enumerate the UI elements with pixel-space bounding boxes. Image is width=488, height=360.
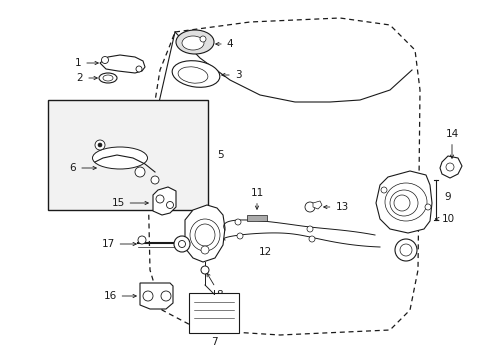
Ellipse shape [182,36,203,50]
Text: 6: 6 [70,163,96,173]
Circle shape [135,167,145,177]
Circle shape [308,236,314,242]
Circle shape [200,36,205,42]
Ellipse shape [389,190,417,216]
Ellipse shape [394,239,416,261]
Text: 14: 14 [445,129,458,158]
Ellipse shape [195,224,215,246]
Polygon shape [100,55,145,73]
Text: 17: 17 [101,239,136,249]
Polygon shape [312,201,321,209]
Text: 13: 13 [323,202,348,212]
Polygon shape [439,156,461,178]
Circle shape [138,236,146,244]
Circle shape [424,204,430,210]
Polygon shape [246,215,266,221]
Circle shape [178,240,185,248]
Text: 12: 12 [258,247,271,257]
Ellipse shape [176,30,214,54]
Ellipse shape [178,67,207,83]
Text: 3: 3 [221,70,241,80]
Text: 7: 7 [210,337,217,347]
Circle shape [380,187,386,193]
Circle shape [305,202,314,212]
Circle shape [445,163,453,171]
Ellipse shape [103,75,113,81]
Text: 16: 16 [103,291,136,301]
Circle shape [237,233,243,239]
Ellipse shape [92,147,147,169]
Ellipse shape [384,183,426,221]
Text: 8: 8 [206,273,223,300]
Ellipse shape [399,244,411,256]
Circle shape [136,66,142,72]
Text: 5: 5 [216,150,223,160]
Circle shape [161,291,171,301]
FancyBboxPatch shape [189,293,239,333]
Circle shape [102,57,108,63]
Text: 9: 9 [444,192,450,202]
Circle shape [151,176,159,184]
Circle shape [142,291,153,301]
Ellipse shape [99,73,117,83]
Circle shape [201,266,208,274]
Text: 11: 11 [250,188,263,209]
Ellipse shape [172,61,220,87]
Text: 2: 2 [77,73,97,83]
Circle shape [235,219,241,225]
Text: 15: 15 [111,198,148,208]
Polygon shape [375,171,431,233]
Text: 10: 10 [435,214,454,224]
Polygon shape [184,205,224,262]
Circle shape [201,246,208,254]
Circle shape [98,143,102,147]
Circle shape [306,226,312,232]
Polygon shape [153,187,176,215]
Text: 1: 1 [75,58,98,68]
Circle shape [166,202,173,208]
Circle shape [95,140,105,150]
Circle shape [174,236,190,252]
Ellipse shape [190,219,220,251]
Polygon shape [140,283,173,309]
Text: 4: 4 [215,39,233,49]
Circle shape [156,195,163,203]
FancyBboxPatch shape [48,100,207,210]
Ellipse shape [393,195,409,211]
